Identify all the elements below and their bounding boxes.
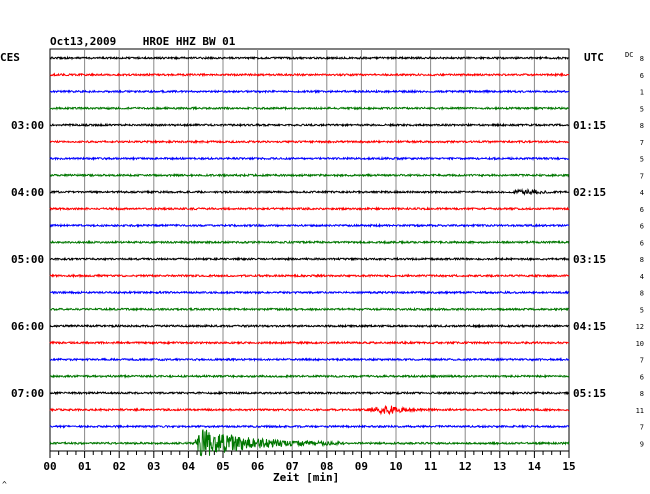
- left-hour-label: 03:00: [11, 119, 44, 132]
- right-hour-label: 01:15: [573, 119, 606, 132]
- dc-value: 8: [640, 290, 644, 298]
- corner-mark: ^: [2, 480, 7, 489]
- dc-value: 9: [640, 440, 644, 448]
- trace-line: [49, 429, 570, 457]
- dc-value: 7: [640, 172, 644, 180]
- x-tick-label: 15: [562, 460, 575, 473]
- dc-value: 6: [640, 223, 644, 231]
- trace-line: [49, 122, 570, 128]
- chart-title: Oct13,2009 HROE HHZ BW 01: [50, 35, 236, 48]
- trace-lines: [49, 55, 570, 457]
- x-tick-label: 00: [43, 460, 56, 473]
- trace-line: [49, 172, 570, 178]
- trace-line: [49, 340, 570, 346]
- dc-value: 12: [636, 323, 644, 331]
- trace-line: [49, 105, 570, 111]
- x-axis: 00 01 02 03 04 05 06 07 08 09 10 11 12 13 14 15: [43, 451, 576, 473]
- dc-value: 6: [640, 373, 644, 381]
- dc-value: 8: [640, 390, 644, 398]
- trace-line: [49, 404, 570, 416]
- dc-value: 8: [640, 122, 644, 130]
- x-tick-label: 02: [113, 460, 126, 473]
- dc-value: 4: [640, 273, 644, 281]
- x-tick-label: 08: [320, 460, 333, 473]
- dc-value: 1: [640, 89, 644, 97]
- dc-value: 5: [640, 156, 644, 164]
- x-tick-label: 03: [147, 460, 160, 473]
- trace-line: [49, 357, 570, 363]
- trace-line: [49, 306, 570, 312]
- x-tick-label: 01: [78, 460, 92, 473]
- x-tick-label: 09: [355, 460, 368, 473]
- trace-line: [49, 273, 570, 279]
- right-timezone-label: UTC: [584, 51, 604, 64]
- dc-value: 4: [640, 189, 644, 197]
- x-tick-label: 05: [216, 460, 229, 473]
- right-hour-label: 03:15: [573, 253, 606, 266]
- dc-value: 7: [640, 424, 644, 432]
- trace-line: [49, 88, 570, 95]
- trace-line: [49, 323, 570, 329]
- x-tick-label: 10: [389, 460, 402, 473]
- right-hour-label: 02:15: [573, 186, 606, 199]
- x-tick-label: 12: [459, 460, 472, 473]
- dc-value: 6: [640, 72, 644, 80]
- dc-value: 6: [640, 206, 644, 214]
- x-tick-label: 06: [251, 460, 265, 473]
- left-hour-label: 05:00: [11, 253, 44, 266]
- dc-value: 8: [640, 55, 644, 63]
- dc-value: 5: [640, 306, 644, 314]
- right-hour-label: 04:15: [573, 320, 606, 333]
- x-tick-label: 11: [424, 460, 438, 473]
- dc-value: 5: [640, 105, 644, 113]
- trace-line: [49, 139, 570, 145]
- trace-line: [49, 155, 570, 162]
- trace-line: [49, 206, 570, 212]
- trace-line: [49, 424, 570, 430]
- dc-value: 6: [640, 239, 644, 247]
- dc-value: 10: [636, 340, 644, 348]
- right-hour-label: 05:15: [573, 387, 606, 400]
- trace-line: [49, 373, 570, 379]
- side-labels: 03:00 04:00 05:00 06:00 07:00 01:15 02:15 03:15…: [11, 55, 644, 448]
- x-tick-label: 14: [528, 460, 542, 473]
- left-timezone-label: CES: [0, 51, 20, 64]
- trace-line: [49, 72, 570, 78]
- dc-value: 7: [640, 357, 644, 365]
- trace-line: [49, 239, 570, 245]
- left-hour-label: 07:00: [11, 387, 44, 400]
- trace-line: [49, 390, 570, 396]
- trace-line: [49, 55, 570, 61]
- trace-line: [49, 290, 570, 296]
- grid-lines: [49, 48, 570, 452]
- trace-line: [49, 222, 570, 229]
- trace-line: [49, 188, 570, 196]
- dc-value: 7: [640, 139, 644, 147]
- x-tick-label: 04: [182, 460, 196, 473]
- left-hour-label: 06:00: [11, 320, 44, 333]
- x-tick-label: 13: [493, 460, 506, 473]
- dc-value: 8: [640, 256, 644, 264]
- x-tick-label: 07: [286, 460, 299, 473]
- dc-header-label: DC: [625, 51, 633, 59]
- left-hour-label: 04:00: [11, 186, 44, 199]
- x-axis-label: Zeit [min]: [273, 471, 339, 484]
- trace-line: [49, 256, 570, 262]
- dc-value: 11: [636, 407, 644, 415]
